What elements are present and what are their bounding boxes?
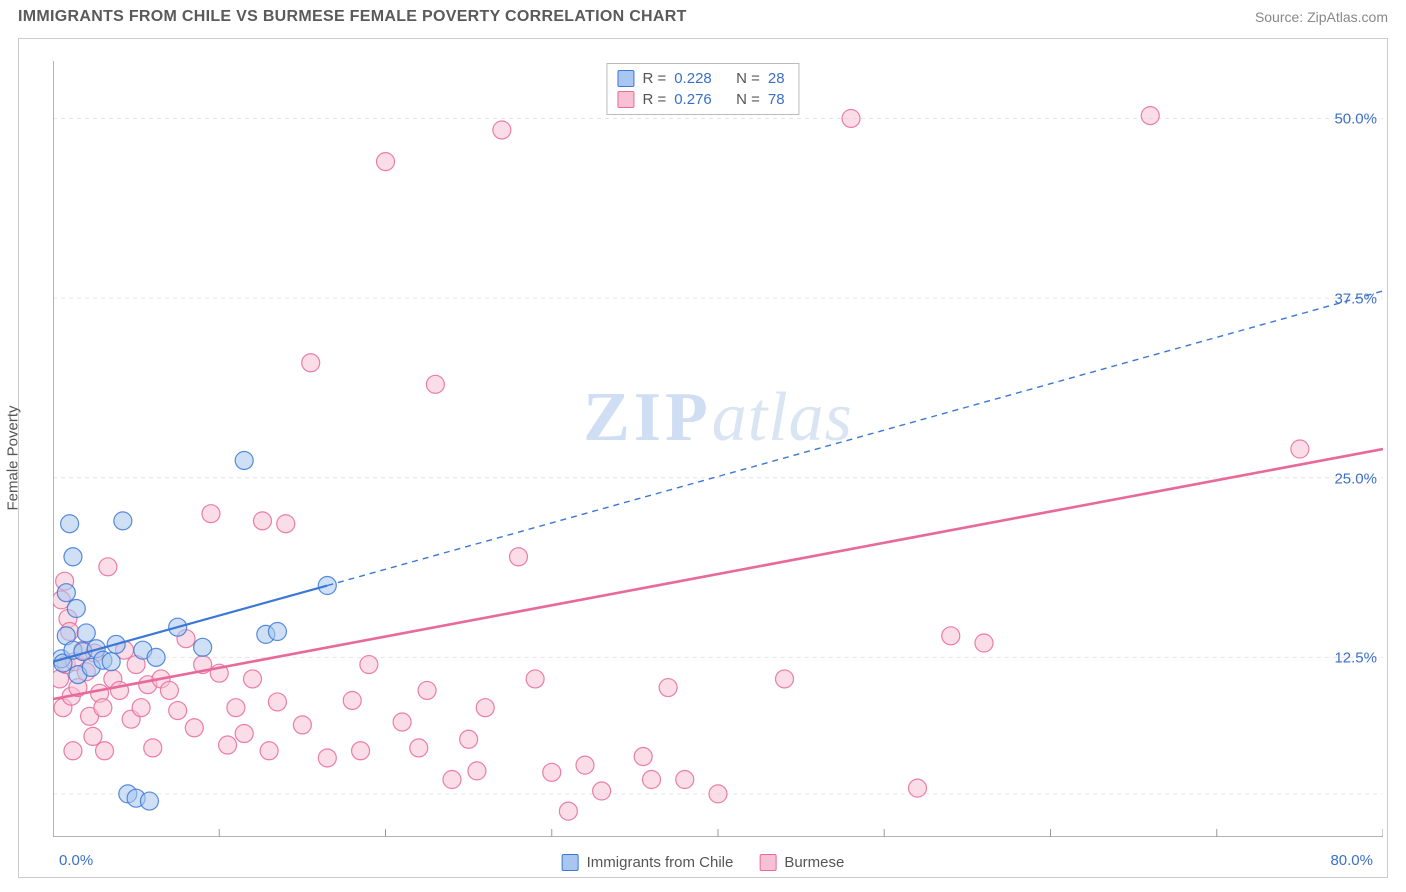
- y-tick-label: 50.0%: [1334, 111, 1377, 128]
- legend-label-burmese: Burmese: [784, 854, 844, 871]
- top-legend-row-chile: R = 0.228 N = 28: [617, 68, 784, 89]
- plot-area: ZIPatlas: [53, 61, 1383, 837]
- n-value-burmese: 78: [768, 89, 785, 110]
- legend-swatch-chile: [562, 854, 579, 871]
- legend-label-chile: Immigrants from Chile: [587, 854, 734, 871]
- top-legend-swatch-chile: [617, 70, 634, 87]
- top-legend: R = 0.228 N = 28 R = 0.276 N = 78: [606, 63, 799, 115]
- n-label: N =: [736, 89, 760, 110]
- chart-frame: Female Poverty ZIPatlas 12.5%25.0%37.5%5…: [18, 38, 1388, 878]
- header: IMMIGRANTS FROM CHILE VS BURMESE FEMALE …: [0, 0, 1406, 32]
- bottom-legend: Immigrants from Chile Burmese: [562, 854, 845, 871]
- y-axis-label: Female Poverty: [5, 405, 22, 510]
- x-tick-min: 0.0%: [59, 852, 93, 869]
- source-label: Source:: [1255, 9, 1303, 25]
- x-tick-max: 80.0%: [1330, 852, 1373, 869]
- r-value-chile: 0.228: [674, 68, 712, 89]
- y-tick-label: 12.5%: [1334, 650, 1377, 667]
- source-link[interactable]: ZipAtlas.com: [1307, 9, 1388, 25]
- r-label: R =: [642, 89, 666, 110]
- y-tick-label: 25.0%: [1334, 470, 1377, 487]
- chart-title: IMMIGRANTS FROM CHILE VS BURMESE FEMALE …: [18, 8, 687, 26]
- legend-swatch-burmese: [759, 854, 776, 871]
- r-value-burmese: 0.276: [674, 89, 712, 110]
- scatter-svg: [53, 61, 1383, 837]
- r-label: R =: [642, 68, 666, 89]
- n-value-chile: 28: [768, 68, 785, 89]
- top-legend-row-burmese: R = 0.276 N = 78: [617, 89, 784, 110]
- y-tick-label: 37.5%: [1334, 291, 1377, 308]
- legend-item-burmese: Burmese: [759, 854, 844, 871]
- n-label: N =: [736, 68, 760, 89]
- source-attribution: Source: ZipAtlas.com: [1255, 9, 1388, 25]
- legend-item-chile: Immigrants from Chile: [562, 854, 734, 871]
- top-legend-swatch-burmese: [617, 91, 634, 108]
